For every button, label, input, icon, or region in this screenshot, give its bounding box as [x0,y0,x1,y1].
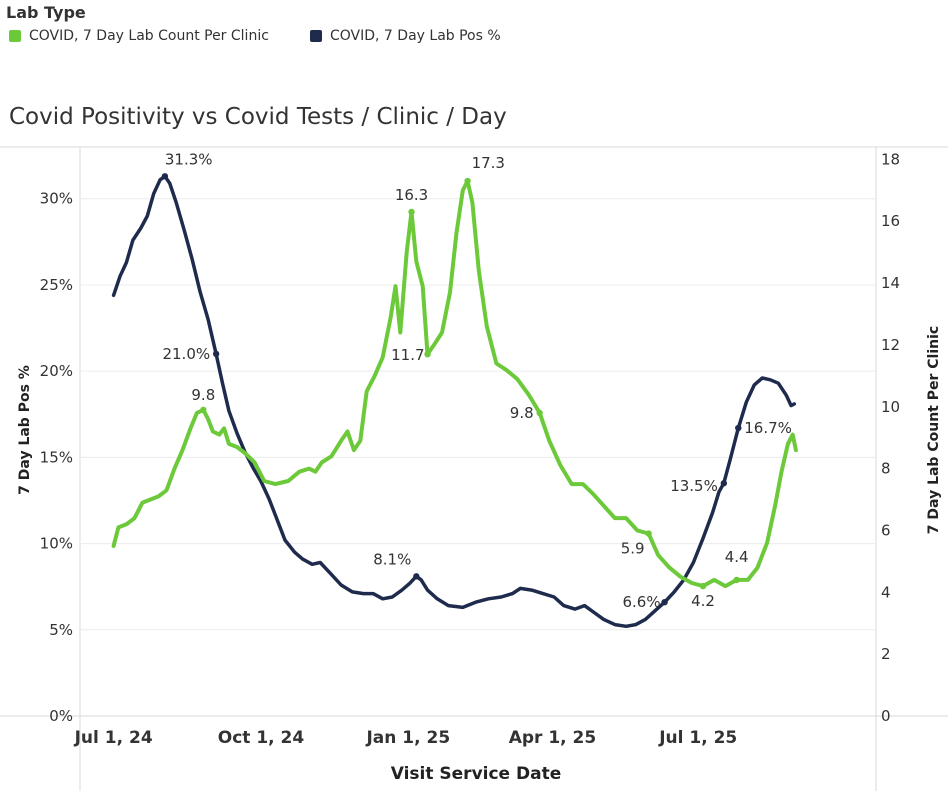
x-tick-label: Jul 1, 25 [658,728,737,748]
legend-swatch-lab-pos [310,30,322,42]
data-label-lab-count: 17.3 [472,154,505,172]
y-right-tick-label: 8 [881,460,891,478]
series-line-lab-count [111,179,798,589]
y-right-tick-label: 6 [881,521,891,539]
data-label-lab-pos: 6.6% [622,593,660,611]
data-label-lab-count: 11.7 [391,346,424,364]
y-right-axis-title: 7 Day Lab Count Per Clinic [926,326,942,534]
x-axis-title: Visit Service Date [391,764,562,784]
y-right-tick-label: 0 [881,707,891,725]
data-point-lab-pos [212,350,220,358]
legend-title: Lab Type [6,3,86,22]
data-label-lab-pos: 31.3% [165,150,213,168]
x-tick-label: Apr 1, 25 [509,728,597,748]
data-label-lab-pos: 16.7% [744,419,792,437]
legend-label-lab-pos: COVID, 7 Day Lab Pos % [330,28,501,44]
y-right-tick-label: 12 [881,336,900,354]
data-point-lab-pos [720,480,728,487]
y-left-tick-label: 30% [40,190,73,208]
legend-swatch-lab-count [9,30,21,42]
y-left-tick-label: 15% [40,448,73,466]
data-label-lab-pos: 21.0% [162,345,210,363]
data-label-lab-count: 9.8 [510,404,534,422]
y-left-tick-label: 10% [40,535,73,553]
data-label-lab-count: 9.8 [191,386,215,404]
series-line-lab-pos [111,174,797,629]
chart-title: Covid Positivity vs Covid Tests / Clinic… [9,104,507,130]
data-point-lab-count [200,406,207,414]
y-right-tick-label: 16 [881,212,900,230]
data-label-lab-count: 4.2 [691,592,715,610]
data-label-lab-count: 5.9 [621,540,645,558]
y-right-tick-label: 4 [881,583,891,601]
data-point-lab-count [464,177,471,185]
data-point-lab-count [536,409,543,417]
x-tick-label: Jan 1, 25 [365,728,450,748]
legend-label-lab-count: COVID, 7 Day Lab Count Per Clinic [29,28,269,44]
y-right-tick-label: 2 [881,645,891,663]
y-right-tick-label: 14 [881,274,900,292]
data-label-lab-count: 4.4 [725,548,749,566]
x-tick-label: Oct 1, 24 [218,728,305,748]
data-point-lab-count [408,208,415,216]
data-label-lab-pos: 13.5% [670,477,718,495]
y-right-tick-label: 18 [881,150,900,168]
data-label-lab-count: 16.3 [395,186,428,204]
legend-item-lab-count[interactable]: COVID, 7 Day Lab Count Per Clinic [9,28,269,44]
y-left-tick-label: 25% [40,276,73,294]
data-point-lab-count [645,530,652,537]
data-point-lab-pos [735,424,742,432]
data-point-lab-pos [661,599,668,606]
data-point-lab-count [699,582,707,590]
y-left-tick-label: 0% [49,707,73,725]
data-point-lab-pos [413,573,420,580]
y-left-tick-label: 20% [40,362,73,380]
data-point-lab-count [733,576,740,584]
y-left-axis-title: 7 Day Lab Pos % [17,365,33,495]
legend-item-lab-pos[interactable]: COVID, 7 Day Lab Pos % [310,28,501,44]
data-label-lab-pos: 8.1% [373,550,411,568]
x-tick-label: Jul 1, 24 [74,728,153,748]
data-point-lab-pos [161,173,169,180]
data-point-lab-count [424,350,431,358]
y-right-tick-label: 10 [881,398,900,416]
y-left-tick-label: 5% [49,621,73,639]
